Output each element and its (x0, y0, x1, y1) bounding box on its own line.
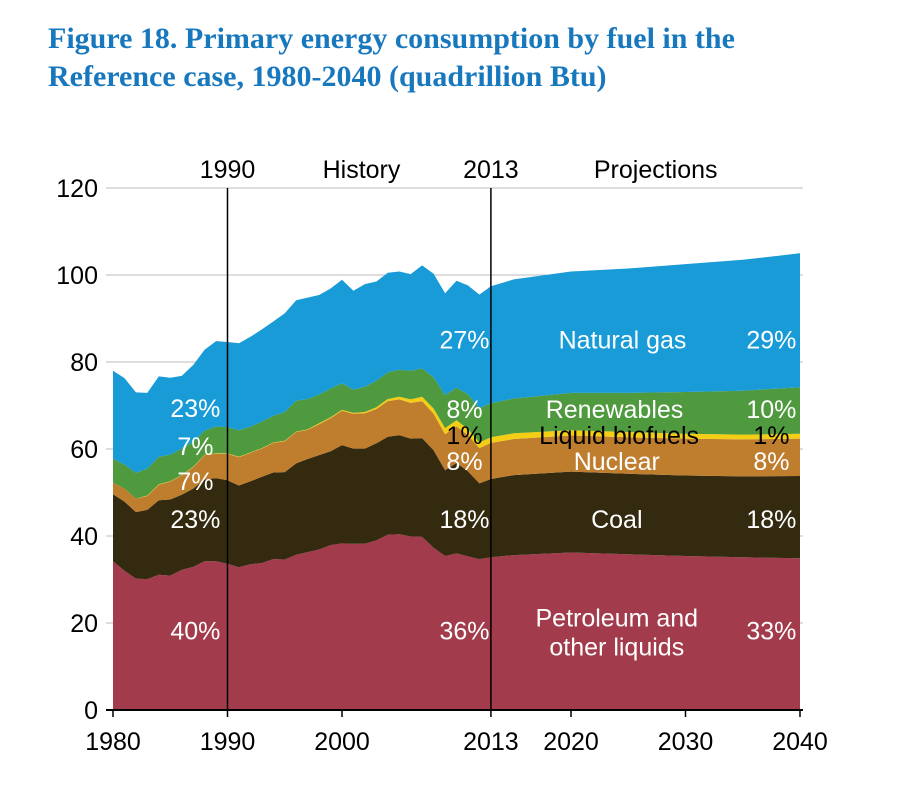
top-label-2013: 2013 (463, 156, 519, 184)
area-petroleum-and-other-liquids (113, 534, 800, 710)
area-nuclear (113, 399, 800, 513)
area-renewables (113, 368, 800, 499)
figure-title: Figure 18. Primary energy consumption by… (48, 20, 878, 97)
top-label-history: History (323, 156, 401, 184)
x-tick-label-2040: 2040 (772, 728, 828, 756)
annotation-8: 8% (446, 448, 482, 476)
annotation-27: 27% (439, 327, 489, 355)
y-tick-label-20: 20 (70, 610, 98, 638)
annotation-natural-gas: Natural gas (559, 327, 687, 355)
area-natural-gas (113, 253, 800, 473)
top-label-1990: 1990 (200, 156, 256, 184)
figure-title-line-1: Figure 18. Primary energy consumption by… (48, 22, 735, 55)
annotation-coal: Coal (591, 506, 642, 534)
annotation-1: 1% (446, 422, 482, 450)
annotation-29: 29% (746, 327, 796, 355)
annotation-7: 7% (177, 468, 213, 496)
annotation-7: 7% (177, 433, 213, 461)
annotation-8: 8% (446, 396, 482, 424)
x-tick-label-1980: 1980 (85, 728, 141, 756)
annotation-nuclear: Nuclear (574, 448, 660, 476)
top-label-projections: Projections (594, 156, 718, 184)
y-tick-label-80: 80 (70, 349, 98, 377)
stacked-area-chart: 1980 1990 2000 2013 2020 2030 2040020406080100… (56, 156, 828, 756)
annotation-renewables: Renewables (546, 396, 684, 424)
y-tick-label-120: 120 (56, 175, 98, 203)
annotation-8: 8% (753, 448, 789, 476)
y-tick-label-60: 60 (70, 436, 98, 464)
annotation-petroleum-and: Petroleum and (535, 605, 698, 633)
x-tick-label-2020: 2020 (543, 728, 599, 756)
x-tick-label-2030: 2030 (658, 728, 714, 756)
annotation-23: 23% (170, 395, 220, 423)
annotation-40: 40% (170, 618, 220, 646)
y-tick-label-100: 100 (56, 262, 98, 290)
annotation-18: 18% (746, 506, 796, 534)
x-tick-label-2000: 2000 (314, 728, 370, 756)
annotation-33: 33% (746, 618, 796, 646)
annotation-23: 23% (170, 506, 220, 534)
x-tick-label-2013: 2013 (463, 728, 519, 756)
annotation-liquid-biofuels: Liquid biofuels (539, 422, 699, 450)
annotation-18: 18% (439, 506, 489, 534)
annotation-other-liquids: other liquids (549, 633, 684, 661)
area-coal (113, 435, 800, 580)
annotation-10: 10% (746, 396, 796, 424)
x-tick-label-1990: 1990 (200, 728, 256, 756)
annotation-1: 1% (753, 422, 789, 450)
annotation-36: 36% (439, 618, 489, 646)
y-tick-label-40: 40 (70, 523, 98, 551)
y-tick-label-0: 0 (84, 697, 98, 725)
figure-title-line-2: Reference case, 1980-2040 (quadrillion B… (48, 60, 607, 94)
